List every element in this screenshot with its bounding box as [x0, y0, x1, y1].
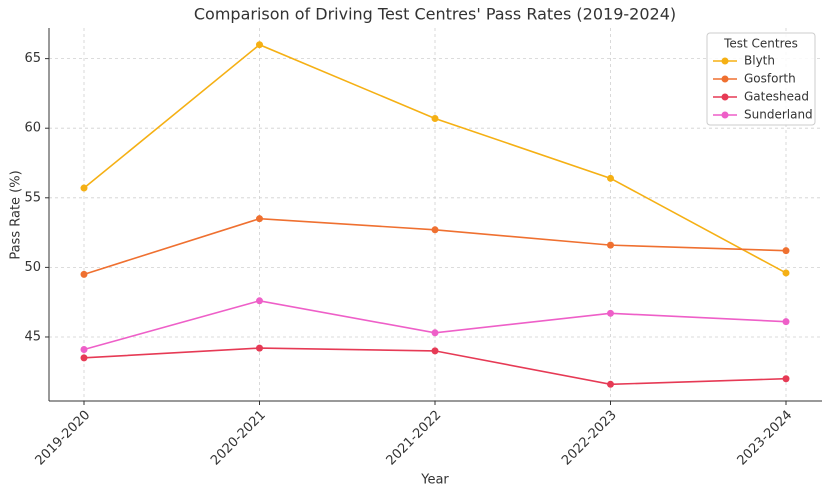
y-tick-label: 60: [24, 121, 41, 136]
data-point: [80, 354, 88, 362]
data-point: [607, 174, 614, 182]
data-point: [431, 114, 439, 122]
legend-label: Blyth: [744, 54, 775, 68]
legend-marker: [721, 93, 729, 101]
data-point: [256, 41, 263, 49]
x-tick-label: 2023-2024: [735, 408, 796, 469]
x-tick-label: 2022-2023: [559, 408, 620, 469]
x-tick-label: 2020-2021: [208, 408, 269, 469]
data-point: [782, 269, 790, 277]
data-point: [782, 318, 790, 326]
legend-title: Test Centres: [723, 37, 798, 51]
data-point: [431, 226, 439, 234]
legend-box: [706, 32, 816, 126]
legend-marker: [721, 111, 729, 119]
legend-label: Sunderland: [744, 108, 813, 122]
legend-marker: [721, 75, 729, 83]
data-point: [80, 346, 88, 354]
x-tick-label: 2019-2020: [33, 408, 94, 469]
chart-title: Comparison of Driving Test Centres' Pass…: [194, 5, 676, 24]
data-point: [782, 247, 790, 255]
legend-label: Gosforth: [744, 72, 796, 86]
x-tick-label: 2021-2022: [384, 408, 445, 469]
data-point: [256, 297, 263, 305]
data-point: [256, 344, 263, 352]
data-point: [782, 375, 790, 383]
y-axis-label: Pass Rate (%): [9, 170, 24, 259]
y-tick-label: 45: [24, 329, 41, 344]
data-point: [607, 241, 614, 249]
x-axis-label: Year: [420, 473, 449, 488]
data-point: [431, 347, 439, 355]
data-point: [607, 380, 614, 388]
y-tick-label: 55: [24, 190, 41, 205]
data-point: [256, 215, 263, 223]
y-tick-label: 50: [24, 260, 41, 275]
legend-label: Gateshead: [744, 90, 809, 104]
data-point: [607, 309, 614, 317]
y-tick-label: 65: [24, 51, 41, 66]
data-point: [80, 184, 88, 192]
data-point: [80, 270, 88, 278]
legend-marker: [721, 57, 729, 65]
data-point: [431, 329, 439, 337]
